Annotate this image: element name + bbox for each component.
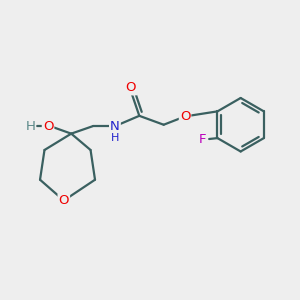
Text: O: O [43, 120, 53, 133]
Text: O: O [180, 110, 190, 123]
Text: H: H [25, 120, 35, 133]
Text: H: H [111, 133, 120, 142]
Text: F: F [199, 133, 206, 146]
Text: O: O [126, 81, 136, 94]
Text: O: O [58, 194, 69, 207]
Text: N: N [110, 120, 120, 133]
